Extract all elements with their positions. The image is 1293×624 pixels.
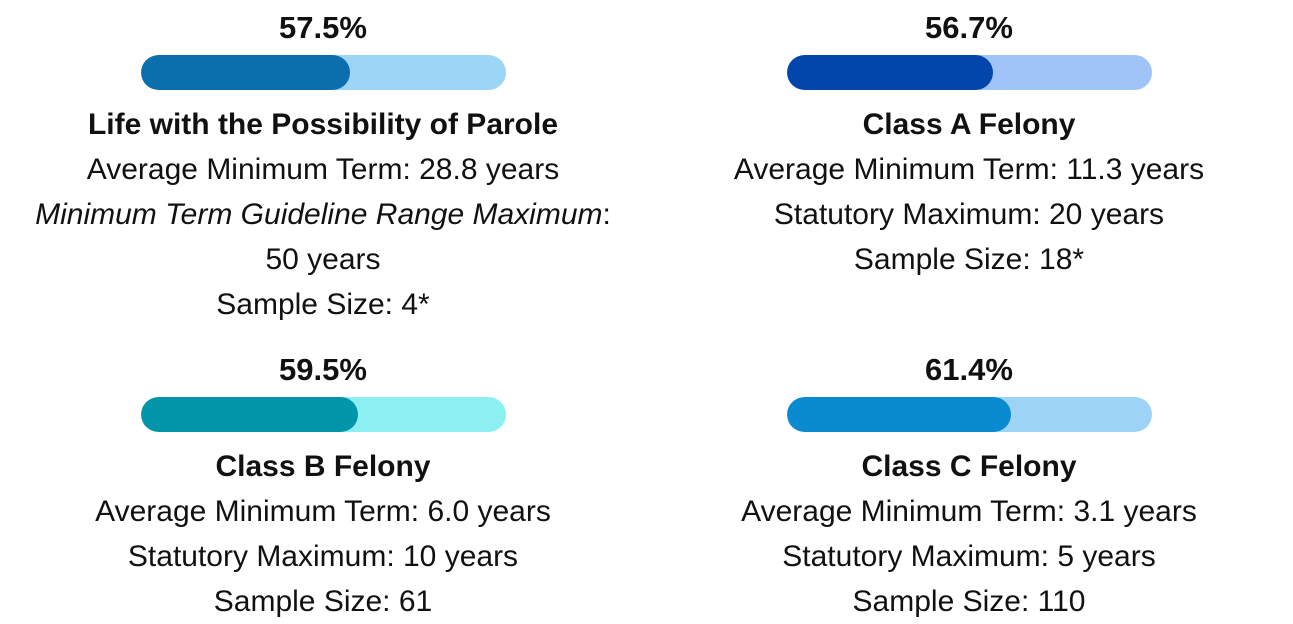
percent-label: 59.5% — [279, 352, 367, 387]
stat-card: 61.4% Class C Felony Average Minimum Term:… — [646, 350, 1292, 624]
detail-text: Statutory Maximum: 5 years — [782, 540, 1156, 573]
detail-line: Sample Size: 61 — [0, 579, 646, 624]
progress-fill — [140, 55, 351, 90]
detail-line: Sample Size: 4* — [0, 282, 646, 327]
detail-text: Average Minimum Term: 11.3 years — [733, 153, 1205, 186]
detail-line: Statutory Maximum: 10 years — [0, 534, 646, 579]
card-title: Class A Felony — [862, 108, 1076, 141]
detail-text: Average Minimum Term: 6.0 years — [95, 495, 551, 528]
detail-line: Average Minimum Term: 11.3 years — [646, 147, 1292, 192]
progress-track — [786, 397, 1152, 432]
detail-text: Sample Size: 61 — [213, 585, 433, 618]
detail-text: Sample Size: 4* — [216, 288, 430, 321]
progress-fill — [140, 397, 358, 432]
percent-label: 57.5% — [279, 10, 367, 45]
stat-card: 57.5% Life with the Possibility of Parole… — [0, 8, 646, 327]
card-title: Life with the Possibility of Parole — [87, 108, 559, 141]
detail-line: Statutory Maximum: 5 years — [646, 534, 1292, 579]
detail-text: Sample Size: 110 — [852, 585, 1086, 618]
detail-text: Average Minimum Term: 28.8 years — [86, 153, 560, 186]
progress-fill — [786, 55, 994, 90]
percent-label: 61.4% — [925, 352, 1013, 387]
detail-line: Average Minimum Term: 3.1 years — [646, 489, 1292, 534]
detail-line: Average Minimum Term: 28.8 years — [0, 147, 646, 192]
stat-card: 59.5% Class B Felony Average Minimum Term:… — [0, 350, 646, 624]
detail-line: Statutory Maximum: 20 years — [646, 192, 1292, 237]
detail-text: Statutory Maximum: 10 years — [127, 540, 519, 573]
detail-text: Sample Size: 18* — [853, 243, 1085, 276]
detail-line: Sample Size: 110 — [646, 579, 1292, 624]
card-title: Class B Felony — [215, 450, 431, 483]
detail-line: Average Minimum Term: 6.0 years — [0, 489, 646, 534]
detail-text: : 50 years — [265, 198, 611, 276]
progress-track — [786, 55, 1152, 90]
italic-label: Minimum Term Guideline Range Maximum — [35, 198, 603, 231]
detail-line: Minimum Term Guideline Range Maximum: 50… — [0, 192, 646, 282]
detail-text: Statutory Maximum: 20 years — [773, 198, 1165, 231]
card-title: Class C Felony — [861, 450, 1077, 483]
progress-track — [140, 397, 506, 432]
progress-track — [140, 55, 506, 90]
detail-line: Sample Size: 18* — [646, 237, 1292, 282]
stat-card: 56.7% Class A Felony Average Minimum Term:… — [646, 8, 1292, 282]
detail-text: Average Minimum Term: 3.1 years — [741, 495, 1197, 528]
progress-fill — [786, 397, 1011, 432]
percent-label: 56.7% — [925, 10, 1013, 45]
